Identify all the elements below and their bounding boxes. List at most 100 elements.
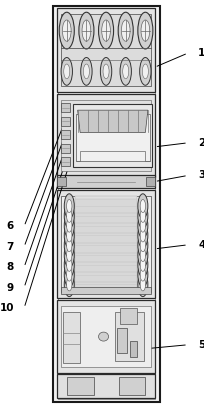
Circle shape	[63, 64, 69, 79]
Circle shape	[137, 253, 147, 277]
Circle shape	[142, 64, 148, 79]
Circle shape	[66, 278, 72, 291]
Circle shape	[140, 229, 145, 242]
Bar	[61, 103, 70, 112]
Circle shape	[64, 272, 74, 297]
Bar	[57, 175, 155, 188]
Bar	[52, 6, 159, 402]
Bar	[61, 287, 151, 294]
Circle shape	[64, 204, 74, 228]
Bar	[75, 199, 136, 213]
Bar	[76, 114, 149, 161]
Bar	[57, 177, 66, 186]
Circle shape	[140, 268, 145, 281]
Circle shape	[66, 209, 72, 222]
Bar	[145, 177, 155, 186]
Circle shape	[121, 20, 129, 41]
Bar	[61, 144, 70, 153]
Circle shape	[140, 258, 145, 271]
Circle shape	[64, 233, 74, 257]
Bar	[61, 157, 70, 166]
Circle shape	[62, 20, 71, 41]
Circle shape	[122, 64, 128, 79]
Bar	[75, 267, 136, 282]
Bar	[61, 117, 70, 126]
Circle shape	[64, 223, 74, 248]
Circle shape	[66, 268, 72, 281]
Circle shape	[140, 209, 145, 222]
Bar	[61, 130, 70, 139]
Bar	[120, 308, 136, 324]
Circle shape	[98, 12, 113, 49]
Text: 5: 5	[197, 340, 204, 350]
Text: 6: 6	[7, 222, 14, 231]
Circle shape	[137, 223, 147, 248]
Circle shape	[137, 243, 147, 267]
Circle shape	[140, 219, 145, 232]
Bar	[57, 374, 155, 398]
Circle shape	[61, 58, 72, 85]
Ellipse shape	[98, 332, 108, 341]
Circle shape	[100, 58, 111, 85]
Bar	[63, 312, 80, 363]
Bar	[75, 248, 136, 262]
Bar	[57, 8, 155, 92]
Circle shape	[64, 262, 74, 287]
Bar	[57, 94, 155, 177]
Circle shape	[59, 12, 74, 49]
Text: 7: 7	[7, 242, 14, 252]
Bar	[67, 377, 93, 395]
Circle shape	[79, 12, 93, 49]
Bar	[75, 218, 136, 233]
Text: 9: 9	[7, 283, 14, 293]
Text: 2: 2	[197, 138, 204, 148]
Bar	[75, 196, 136, 292]
Circle shape	[118, 12, 133, 49]
Circle shape	[137, 233, 147, 257]
Circle shape	[64, 253, 74, 277]
Bar	[118, 377, 145, 395]
Bar	[116, 328, 126, 353]
Bar	[57, 300, 155, 373]
Circle shape	[137, 204, 147, 228]
Polygon shape	[77, 110, 147, 133]
Bar	[57, 190, 155, 298]
Circle shape	[80, 58, 92, 85]
Circle shape	[83, 64, 89, 79]
Circle shape	[140, 248, 145, 262]
Bar	[61, 306, 151, 367]
Circle shape	[137, 272, 147, 297]
Bar	[75, 257, 136, 272]
Circle shape	[66, 200, 72, 213]
Bar	[75, 228, 136, 243]
Circle shape	[64, 213, 74, 238]
Circle shape	[66, 219, 72, 232]
Circle shape	[66, 229, 72, 242]
Circle shape	[66, 258, 72, 271]
Bar	[61, 100, 151, 171]
Circle shape	[64, 194, 74, 218]
Bar	[61, 196, 151, 292]
Circle shape	[66, 248, 72, 262]
Circle shape	[137, 12, 152, 49]
Text: 1: 1	[197, 48, 204, 58]
Bar	[73, 104, 151, 167]
Bar	[75, 277, 136, 292]
Bar	[57, 9, 154, 399]
Text: 8: 8	[7, 262, 14, 272]
Circle shape	[139, 58, 150, 85]
Circle shape	[137, 262, 147, 287]
Circle shape	[103, 64, 109, 79]
Circle shape	[140, 239, 145, 252]
Circle shape	[119, 58, 131, 85]
Circle shape	[140, 278, 145, 291]
Bar	[75, 208, 136, 223]
Bar	[61, 14, 151, 86]
Circle shape	[101, 20, 110, 41]
Bar	[75, 238, 136, 253]
Text: 3: 3	[197, 171, 204, 180]
Circle shape	[137, 213, 147, 238]
Circle shape	[140, 20, 149, 41]
Text: 10: 10	[0, 303, 14, 313]
Bar	[130, 341, 136, 357]
